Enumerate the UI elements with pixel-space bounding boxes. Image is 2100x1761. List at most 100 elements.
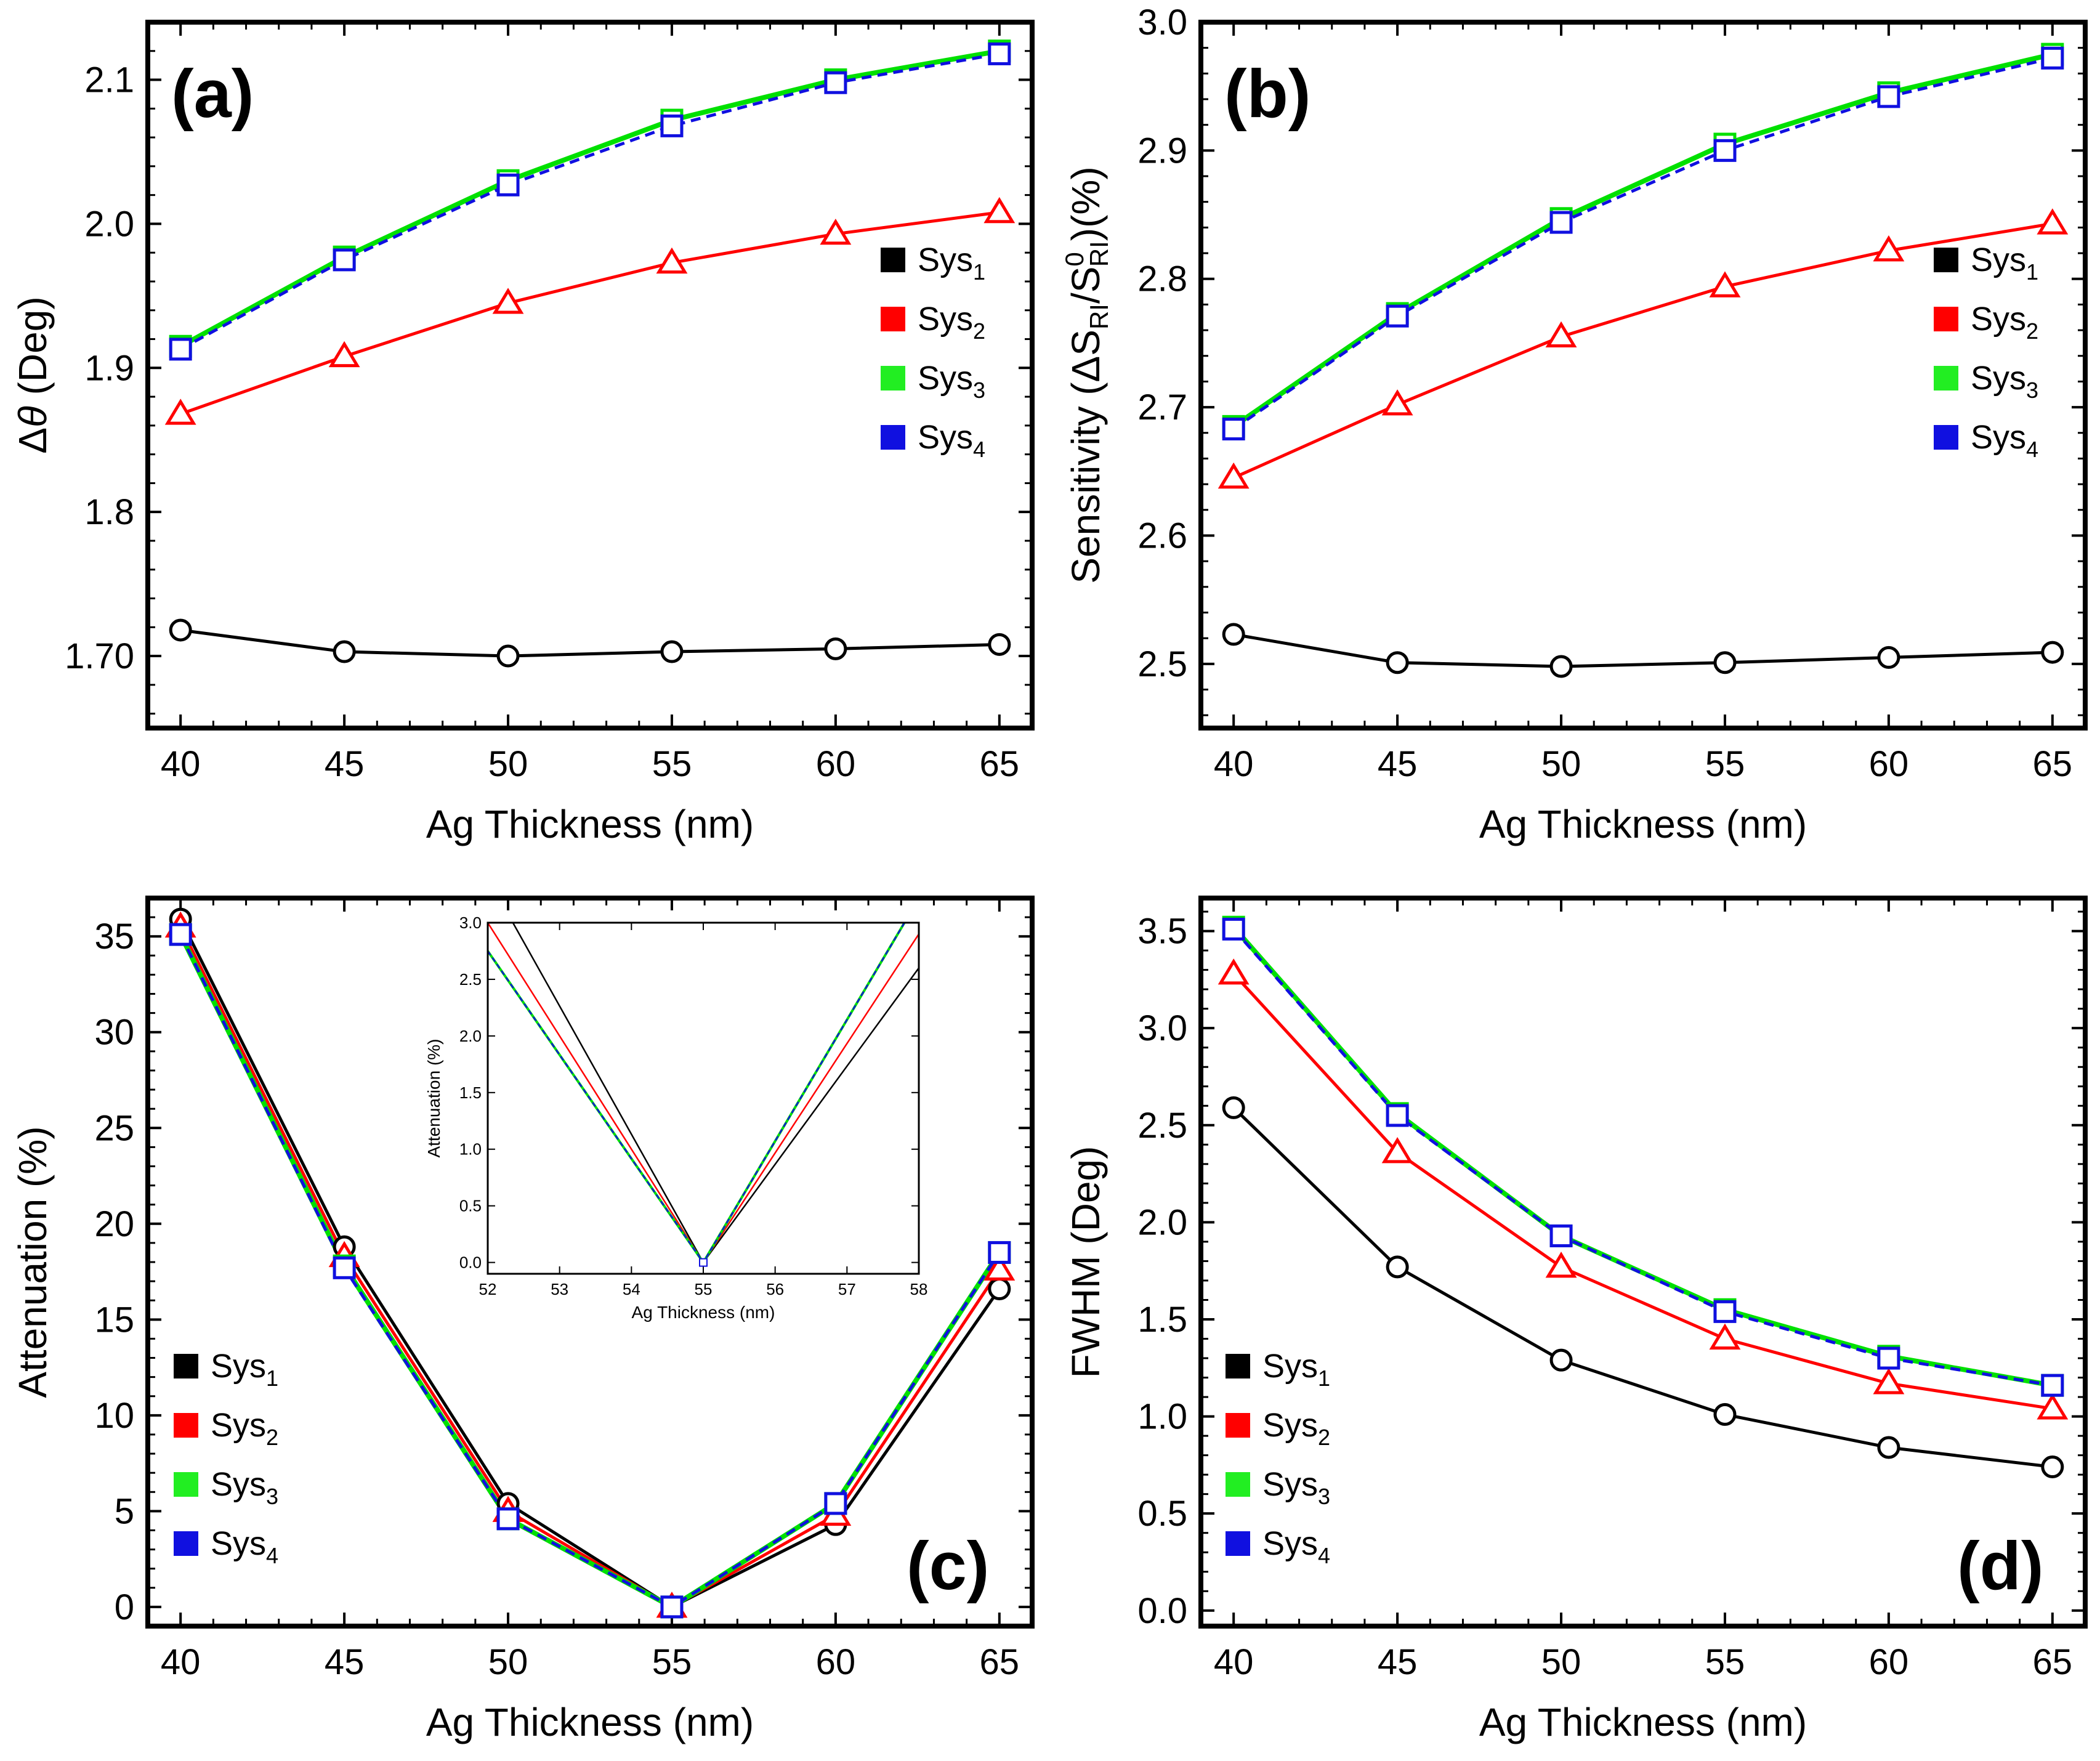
data-point-sys4 <box>824 1492 847 1515</box>
x-tick-label: 65 <box>2033 744 2073 784</box>
x-axis-label: Ag Thickness (nm) <box>426 1700 754 1744</box>
inset-x-tick-label: 55 <box>695 1280 713 1298</box>
data-point-sys4 <box>1877 85 1900 108</box>
data-point-sys1 <box>1713 651 1737 674</box>
y-tick-label: 0 <box>115 1587 134 1627</box>
series-lines <box>1232 52 2053 668</box>
panel-label: (a) <box>171 56 254 132</box>
x-tick-label: 65 <box>980 744 1020 784</box>
data-point-sys2 <box>328 341 360 368</box>
data-point-sys1 <box>1877 646 1900 669</box>
x-axis-label: Ag Thickness (nm) <box>1479 1700 1807 1744</box>
data-point-sys1 <box>496 644 520 668</box>
legend-label-base: Sys <box>918 241 973 278</box>
data-point-sys2 <box>2037 208 2069 235</box>
data-point-sys4 <box>1713 139 1737 162</box>
panel-label: (c) <box>907 1528 989 1604</box>
legend-label-base: Sys <box>211 1407 266 1444</box>
legend-swatch-sys2 <box>174 1413 198 1438</box>
data-point-sys4 <box>169 923 192 946</box>
x-tick-label: 65 <box>980 1642 1020 1682</box>
legend-label-sub: 4 <box>973 437 985 462</box>
data-point-sys4 <box>660 1595 684 1619</box>
legend-label-base: Sys <box>1971 419 2026 456</box>
series-line-sys4 <box>179 933 1001 1609</box>
inset-x-tick-label: 53 <box>551 1280 568 1298</box>
data-point-sys1 <box>1713 1403 1737 1426</box>
y-tick-label: 2.9 <box>1137 131 1187 171</box>
x-tick-label: 45 <box>325 1642 365 1682</box>
series-line-sys4 <box>179 52 1000 351</box>
series-line-sys1 <box>1232 1106 2053 1469</box>
data-point-sys2 <box>1381 1137 1413 1164</box>
inset-x-tick-label: 54 <box>623 1280 640 1298</box>
data-point-sys4 <box>1713 1300 1737 1323</box>
x-tick-label: 40 <box>1214 744 1254 784</box>
legend-label: Sys4 <box>918 419 985 462</box>
inset-y-tick-label: 2.0 <box>459 1027 482 1045</box>
legend-label: Sys1 <box>1971 241 2038 285</box>
x-axis-label: Ag Thickness (nm) <box>1479 802 1807 846</box>
x-tick-label: 50 <box>488 744 528 784</box>
legend-swatch-sys2 <box>881 307 905 331</box>
legend-label-base: Sys <box>1262 1407 1318 1444</box>
panel-label: (b) <box>1224 56 1310 132</box>
legend-label-sub: 3 <box>266 1484 278 1509</box>
x-tick-label: 65 <box>2033 1642 2073 1682</box>
y-axis-label-sub: RI <box>1084 304 1113 330</box>
y-tick-label: 30 <box>94 1013 134 1053</box>
y-axis-label-sub2: RI <box>1084 241 1113 267</box>
legend-label: Sys1 <box>211 1348 278 1391</box>
y-tick-label: 1.0 <box>1137 1397 1187 1437</box>
y-axis-label: FWHM (Deg) <box>1064 1146 1108 1378</box>
data-point-sys2 <box>1709 271 1741 298</box>
plot-frame <box>145 896 1035 1629</box>
y-tick-label: 1.8 <box>84 492 134 532</box>
inset-x-axis-label: Ag Thickness (nm) <box>632 1303 775 1322</box>
series-lines <box>1232 925 2053 1469</box>
y-tick-label: 5 <box>115 1491 134 1531</box>
series-line-sys1 <box>179 918 1001 1609</box>
legend-label-base: Sys <box>1971 301 2026 338</box>
data-point-sys1 <box>660 640 684 663</box>
legend-label-base: Sys <box>918 301 973 338</box>
y-tick-label: 15 <box>94 1300 134 1340</box>
y-tick-label: 35 <box>94 917 134 957</box>
x-tick-label: 40 <box>161 744 201 784</box>
legend-label: Sys1 <box>1262 1348 1330 1391</box>
series-line-sys2 <box>180 211 1000 416</box>
legend-label-base: Sys <box>211 1466 266 1503</box>
legend-label-base: Sys <box>1262 1525 1318 1562</box>
series-line-sys3 <box>179 48 1000 349</box>
plot-frame <box>1198 20 2088 731</box>
legend-label: Sys3 <box>918 360 985 403</box>
legend-swatch-sys1 <box>174 1354 198 1378</box>
data-point-sys1 <box>1222 623 1245 646</box>
data-point-sys4 <box>824 71 847 94</box>
series-markers <box>164 39 1016 668</box>
legend-label-base: Sys <box>1971 360 2026 397</box>
series-line-sys2 <box>1233 222 2053 479</box>
data-point-sys2 <box>1218 462 1250 489</box>
chart-panel-c: 40 45 50 55 60 65 0 5 10 15 20 25 30 35 Ag Thickness (… <box>10 896 1035 1744</box>
y-axis-label: Sensitivity (ΔSRI/S0RI)(%) <box>1060 166 1113 583</box>
y-tick-label: 2.0 <box>84 204 134 244</box>
legend-swatch-sys3 <box>1934 366 1958 391</box>
series-markers <box>1218 915 2069 1479</box>
x-tick-label: 55 <box>1705 744 1745 784</box>
series-line-sys4 <box>1232 928 2053 1387</box>
legend-swatch-sys3 <box>881 366 905 391</box>
y-axis-label-sup: 0 <box>1060 252 1089 266</box>
legend-label-sub: 3 <box>973 378 985 403</box>
data-point-sys4 <box>2041 1374 2064 1397</box>
data-point-sys4 <box>333 1256 356 1279</box>
inset-y-tick-label: 1.0 <box>459 1140 482 1159</box>
legend-label-base: Sys <box>1262 1348 1318 1385</box>
data-point-sys1 <box>1549 655 1573 678</box>
legend-swatch-sys3 <box>174 1472 198 1497</box>
legend-label-base: Sys <box>211 1348 266 1385</box>
data-point-sys2 <box>1709 1323 1741 1350</box>
y-axis-label-theta: θ <box>10 406 55 427</box>
